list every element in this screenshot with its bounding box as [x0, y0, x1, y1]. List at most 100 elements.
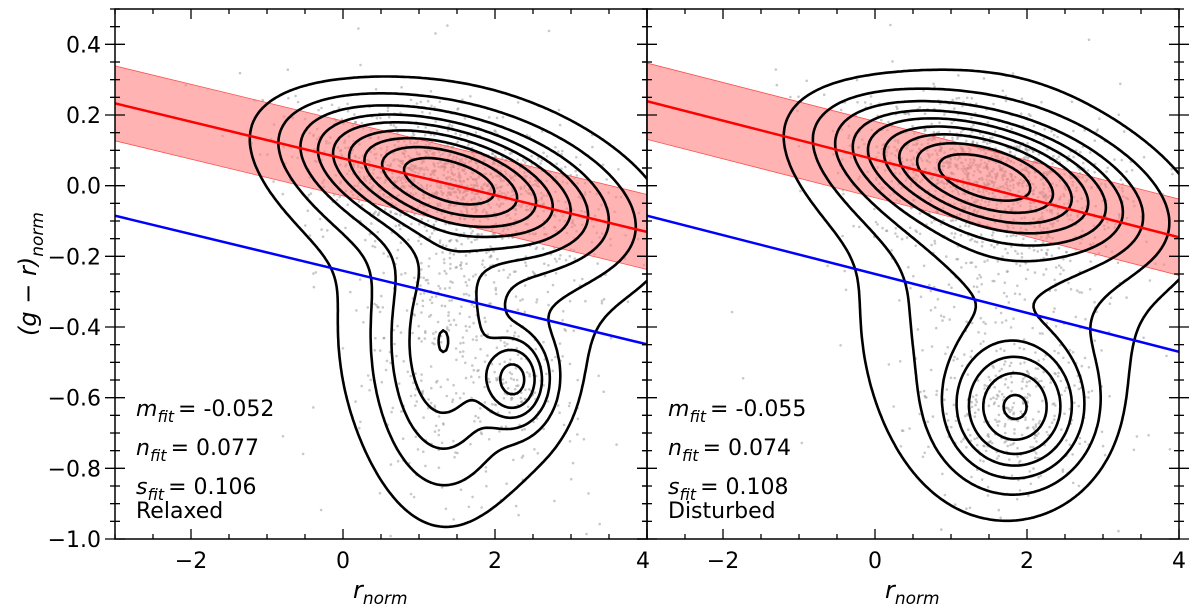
data-point — [1036, 250, 1040, 253]
y-tick-label: −0.2 — [48, 245, 101, 270]
data-point — [460, 261, 463, 264]
data-point — [993, 130, 997, 133]
data-point — [966, 428, 970, 432]
data-point — [1032, 124, 1036, 128]
data-point — [965, 320, 968, 324]
data-point — [516, 158, 519, 162]
data-point — [301, 452, 305, 456]
data-point — [975, 393, 978, 397]
data-point — [366, 306, 370, 309]
data-point — [1028, 246, 1031, 250]
data-point — [1008, 410, 1012, 414]
data-point — [1103, 453, 1107, 457]
data-point — [503, 344, 507, 348]
data-point — [1021, 402, 1025, 405]
data-point — [495, 346, 499, 350]
data-point — [1052, 310, 1055, 314]
data-point — [969, 355, 973, 359]
data-point — [491, 152, 494, 155]
data-point — [950, 286, 953, 290]
data-point — [927, 445, 930, 449]
data-point — [465, 292, 468, 296]
data-point — [970, 405, 974, 409]
data-point — [308, 234, 312, 237]
data-point — [377, 213, 380, 216]
data-point — [489, 254, 493, 257]
data-point — [455, 265, 459, 269]
data-point — [477, 375, 481, 379]
data-point — [1044, 354, 1047, 357]
data-point — [946, 346, 950, 349]
data-point — [1024, 148, 1027, 151]
data-point — [535, 298, 539, 301]
data-point — [1130, 168, 1134, 172]
data-point — [1117, 529, 1120, 533]
data-point — [576, 417, 580, 421]
data-point — [1098, 117, 1101, 120]
data-point — [999, 347, 1002, 351]
data-point — [991, 441, 994, 445]
data-point — [933, 242, 937, 245]
fit-parameter-m: mfit = -0.052 — [136, 397, 274, 426]
data-point — [510, 372, 514, 376]
data-point — [839, 108, 843, 112]
data-point — [550, 358, 554, 362]
data-point — [945, 255, 948, 258]
data-point — [1036, 367, 1040, 371]
data-point — [440, 486, 444, 489]
data-point — [1071, 453, 1074, 456]
data-point — [504, 425, 508, 428]
data-point — [359, 63, 362, 67]
data-point — [964, 414, 967, 418]
data-point — [923, 112, 927, 115]
data-point — [340, 118, 344, 121]
data-point — [918, 232, 922, 236]
data-point — [433, 337, 436, 340]
data-point — [1027, 113, 1031, 116]
data-point — [541, 247, 545, 250]
data-point — [464, 280, 468, 284]
data-point — [475, 335, 478, 338]
data-point — [983, 387, 986, 390]
data-point — [1045, 251, 1048, 255]
x-axis-label: rnorm — [353, 576, 408, 609]
contour-level-1 — [248, 75, 647, 529]
data-point — [496, 257, 499, 261]
data-point — [1054, 404, 1057, 407]
data-point — [1004, 377, 1008, 381]
data-point — [386, 255, 390, 258]
data-point — [1095, 130, 1098, 133]
data-point — [1051, 402, 1055, 406]
data-point — [546, 400, 550, 403]
data-point — [493, 370, 496, 374]
data-point — [1004, 431, 1007, 435]
data-point — [378, 349, 382, 352]
data-point — [469, 95, 472, 98]
data-point — [826, 264, 829, 268]
data-point — [581, 277, 584, 281]
data-point — [572, 329, 576, 333]
data-point — [994, 374, 998, 378]
data-point — [923, 394, 927, 398]
data-point — [540, 130, 544, 133]
data-point — [1054, 325, 1058, 328]
data-point — [464, 324, 468, 328]
data-point — [1067, 281, 1070, 285]
data-point — [424, 330, 427, 333]
data-point — [1100, 430, 1104, 434]
data-point — [1012, 233, 1015, 237]
data-point — [1067, 154, 1071, 158]
data-point — [576, 378, 579, 382]
data-point — [402, 360, 406, 363]
data-point — [400, 273, 403, 276]
data-point — [561, 319, 564, 322]
data-point — [953, 232, 957, 235]
data-point — [515, 384, 518, 388]
data-point — [1041, 332, 1044, 335]
data-point — [1031, 326, 1034, 330]
data-point — [1026, 142, 1029, 145]
data-point — [980, 244, 984, 248]
data-point — [399, 111, 402, 114]
data-point — [999, 516, 1002, 519]
data-point — [419, 100, 423, 104]
